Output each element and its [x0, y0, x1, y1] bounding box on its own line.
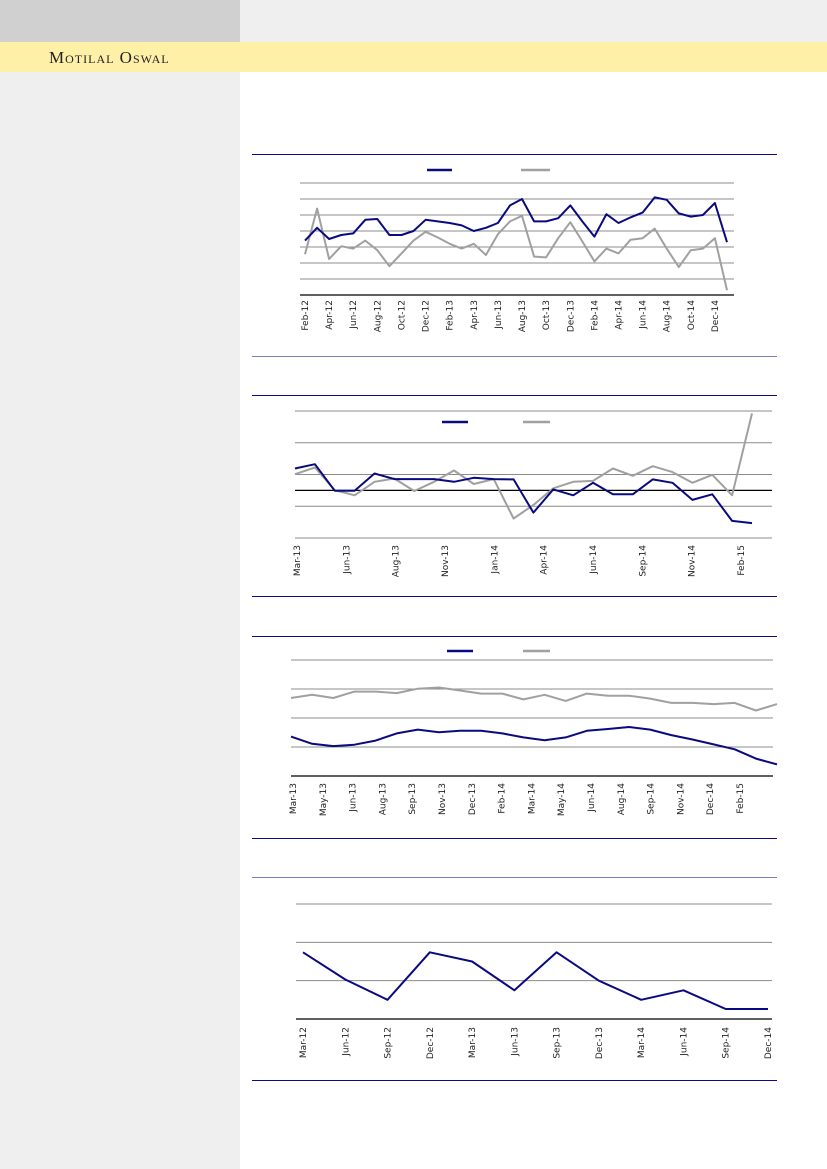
chart-4-x-tick-label: Sep-13 [553, 1027, 563, 1059]
chart-2-x-tick-label: Feb-15 [737, 545, 747, 576]
chart-1-x-tick-label: Jun-13 [494, 300, 504, 330]
brand-band [0, 42, 827, 72]
chart-3-x-tick-label: Feb-15 [736, 783, 746, 814]
chart-4-x-tick-label: Mar-14 [637, 1027, 647, 1058]
chart-1-series-2-line [304, 207, 728, 291]
chart-2-x-tick-label: Sep-14 [638, 545, 648, 577]
chart-2-x-tick-label: Mar-13 [293, 545, 303, 576]
chart-1-x-tick-label: Feb-12 [301, 300, 311, 331]
chart-4-x-tick-label: Jun-12 [341, 1027, 351, 1057]
chart-1-series-1-line [304, 196, 728, 243]
chart-4-x-tick-label: Mar-13 [468, 1027, 478, 1058]
chart-3-x-tick-label: Mar-14 [527, 783, 537, 814]
chart-4-x-tick-label: Jun-14 [680, 1027, 690, 1057]
chart-3-x-tick-label: Aug-13 [378, 783, 388, 815]
chart-4-x-tick-label: Sep-12 [384, 1027, 394, 1059]
chart-2-x-tick-label: Jan-14 [490, 545, 500, 575]
chart-1-x-tick-label: Apr-12 [325, 300, 335, 330]
chart-3-x-tick-label: Nov-13 [438, 783, 448, 815]
chart-1-top-rule [252, 154, 777, 155]
chart-3-x-tick-label: May-13 [319, 783, 329, 816]
chart-2-series-2-line [294, 413, 753, 520]
chart-1-x-tick-label: Dec-14 [711, 300, 721, 332]
chart-1-x-tick-label: Feb-13 [446, 300, 456, 331]
chart-4-x-tick-label: Dec-14 [764, 1027, 774, 1059]
chart-2-x-tick-label: Nov-14 [688, 545, 698, 577]
chart-1-x-tick-label: Oct-12 [398, 300, 408, 330]
chart-4-series-1-line [302, 951, 768, 1010]
chart-1-bottom-rule [252, 356, 777, 357]
chart-1-x-tick-label: Oct-13 [542, 300, 552, 330]
chart-3-x-tick-label: May-14 [557, 783, 567, 816]
chart-1-x-tick-label: Aug-12 [373, 300, 383, 332]
chart-3-x-tick-label: Jun-13 [349, 783, 359, 813]
chart-2-x-tick-label: Nov-13 [441, 545, 451, 577]
chart-4-top-rule [252, 877, 777, 878]
chart-2-top-rule [252, 395, 777, 396]
chart-2-x-tick-label: Aug-13 [392, 545, 402, 577]
chart-1-x-tick-label: Feb-14 [590, 300, 600, 331]
chart-1-x-tick-label: Apr-13 [470, 300, 480, 330]
chart-3-bottom-rule [252, 838, 777, 839]
chart-1-x-tick-label: Aug-14 [663, 300, 673, 333]
chart-1-x-tick-label: Dec-12 [422, 300, 432, 332]
chart-1-x-tick-label: Jun-14 [639, 300, 649, 330]
chart-1-x-tick-label: Oct-14 [687, 300, 697, 331]
chart-3-x-tick-label: Aug-14 [617, 783, 627, 816]
chart-1-x-tick-label: Dec-13 [566, 300, 576, 332]
chart-1-x-tick-label: Aug-13 [518, 300, 528, 332]
chart-2-x-tick-label: Jun-14 [589, 545, 599, 575]
chart-1-x-tick-label: Jun-12 [349, 300, 359, 330]
chart-3-x-tick-label: Jun-14 [587, 783, 597, 813]
chart-4-x-tick-label: Dec-12 [426, 1027, 436, 1059]
chart-3-x-tick-label: Nov-14 [676, 783, 686, 815]
chart-3-series-1-line [290, 726, 778, 766]
chart-3-x-tick-label: Sep-14 [647, 783, 657, 815]
chart-4-x-tick-label: Dec-13 [595, 1027, 605, 1059]
header-right-block [240, 0, 827, 42]
chart-4-x-tick-label: Jun-13 [510, 1027, 520, 1057]
chart-2-x-tick-label: Jun-13 [342, 545, 352, 575]
chart-3-x-tick-label: Sep-13 [408, 783, 418, 815]
left-sidebar [0, 0, 240, 1169]
chart-2-bottom-rule [252, 596, 777, 597]
chart-4-x-tick-label: Sep-14 [722, 1027, 732, 1059]
chart-3-top-rule [252, 636, 777, 637]
chart-4-bottom-rule [252, 1080, 777, 1081]
chart-3-x-tick-label: Dec-14 [706, 783, 716, 815]
chart-3-series-2-line [290, 686, 778, 712]
chart-3-x-tick-label: Dec-13 [468, 783, 478, 815]
chart-2-series-1-line [294, 463, 753, 525]
brand-logo: Motilal Oswal [49, 48, 170, 67]
chart-3-x-tick-label: Mar-13 [289, 783, 299, 814]
chart-2-x-tick-label: Apr-14 [540, 545, 550, 575]
chart-1-x-tick-label: Apr-14 [615, 300, 625, 330]
chart-4-x-tick-label: Mar-12 [299, 1027, 309, 1058]
header-left-block [0, 0, 240, 42]
chart-3-x-tick-label: Feb-14 [498, 783, 508, 814]
